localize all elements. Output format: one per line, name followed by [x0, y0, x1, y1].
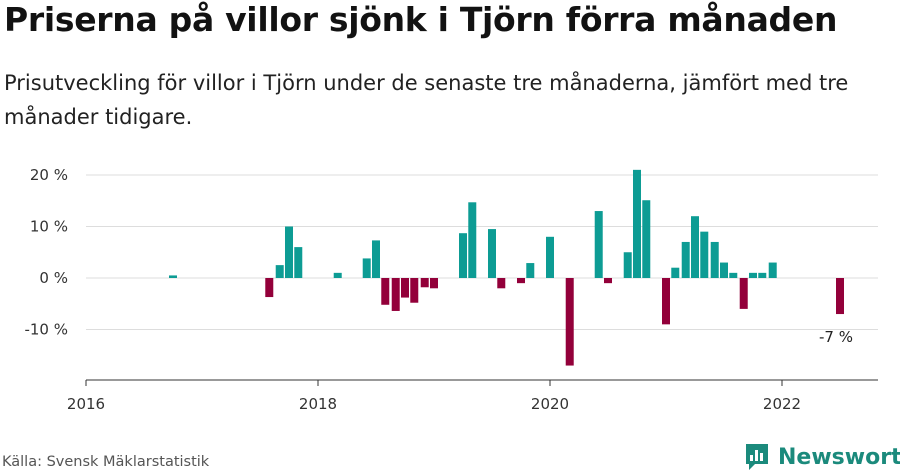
bar — [642, 200, 651, 278]
bar — [710, 241, 719, 278]
bar — [459, 233, 467, 278]
bar — [362, 258, 371, 278]
bar — [681, 241, 690, 278]
bar — [401, 278, 409, 298]
bar — [265, 278, 274, 298]
chart-subtitle: Prisutveckling för villor i Tjörn under … — [4, 71, 849, 129]
bar — [768, 262, 777, 278]
bar — [720, 262, 728, 278]
bar — [729, 272, 738, 278]
chart-title: Priserna på villor sjönk i Tjörn förra m… — [4, 0, 838, 39]
bar — [294, 247, 303, 278]
bar — [430, 278, 438, 289]
bar — [546, 236, 554, 278]
y-tick-label: -10 % — [24, 321, 68, 339]
axes: 20 % 10 % 0 % -10 % 2016 2018 2020 2022 -7 % — [24, 166, 878, 413]
y-tick-label: 20 % — [30, 166, 68, 184]
bar — [275, 265, 284, 278]
bar — [691, 216, 699, 278]
x-tick-label: 2016 — [67, 395, 105, 413]
bar — [749, 272, 757, 278]
bar — [391, 278, 400, 311]
bar — [381, 278, 390, 305]
bar — [662, 278, 670, 325]
gridlines — [86, 174, 878, 330]
newsworthy-logo-icon — [746, 444, 768, 470]
bar — [285, 226, 293, 278]
brand-name: Newsworthy — [778, 444, 900, 470]
x-tick-label: 2018 — [299, 395, 337, 413]
bar — [758, 272, 767, 278]
bar — [372, 240, 380, 278]
latest-value-label: -7 % — [819, 328, 853, 346]
bar — [594, 211, 603, 278]
bar — [623, 252, 632, 278]
brand-logo: Newsworthy — [744, 441, 900, 473]
bar — [671, 267, 680, 278]
y-tick-label: 0 % — [39, 269, 68, 287]
bar — [410, 278, 419, 303]
bar — [420, 278, 429, 288]
bar — [565, 278, 574, 366]
y-tick-label: 10 % — [30, 218, 68, 236]
bar — [739, 278, 748, 309]
bar — [700, 231, 709, 278]
x-tick-label: 2022 — [763, 395, 801, 413]
bars — [169, 169, 844, 366]
bar — [633, 169, 641, 278]
bar — [517, 278, 525, 284]
source-note: Källa: Svensk Mäklarstatistik — [2, 454, 210, 470]
bar — [333, 272, 342, 278]
bar — [169, 275, 177, 278]
bar — [836, 278, 844, 315]
bar — [604, 278, 612, 284]
bar — [526, 263, 535, 278]
bar — [468, 202, 477, 278]
bar — [497, 278, 506, 289]
x-tick-label: 2020 — [531, 395, 569, 413]
bar — [488, 229, 496, 278]
